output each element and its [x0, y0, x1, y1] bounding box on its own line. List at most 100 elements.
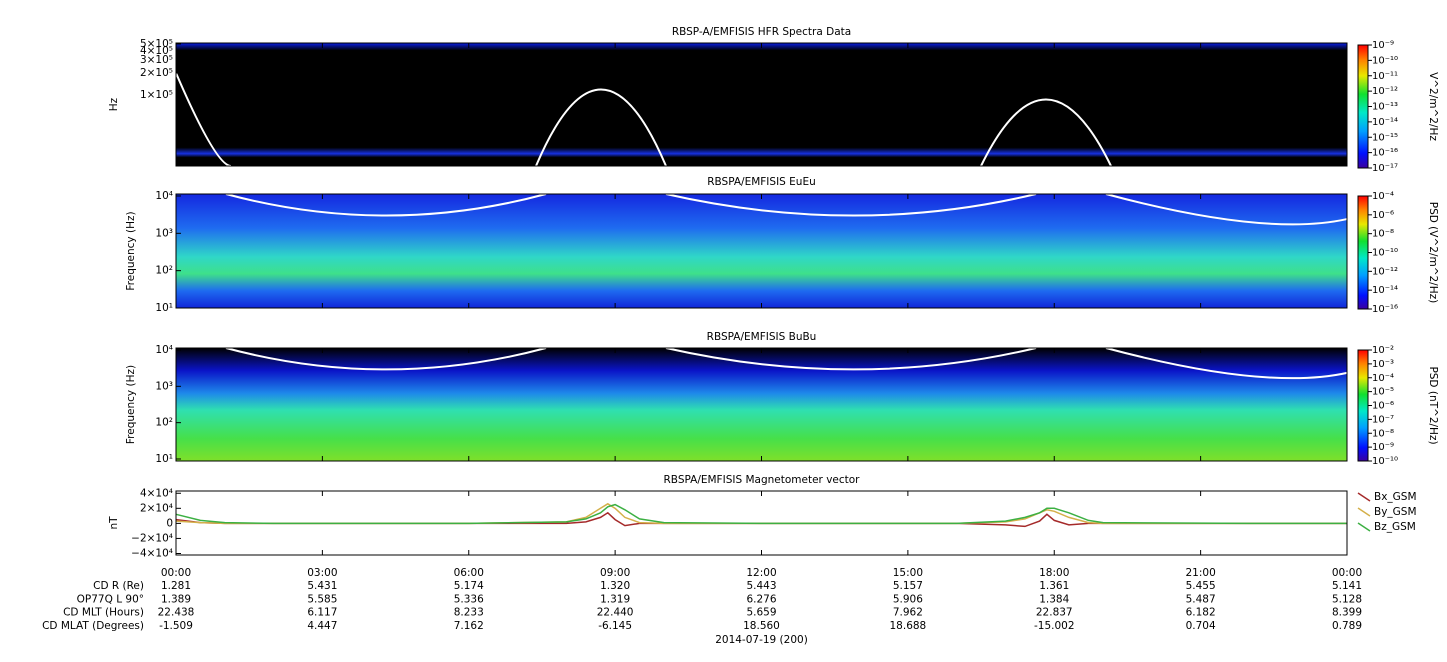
- x-tick-label: 12:00: [746, 567, 776, 579]
- colorbar-tick-label: 10⁻⁹: [1372, 40, 1394, 51]
- colorbar-tick-label: 10⁻⁷: [1372, 414, 1394, 425]
- ephemeris-value: 0.789: [1332, 620, 1362, 632]
- ephemeris-value: -6.145: [598, 620, 632, 632]
- colorbar-tick-label: 10⁻¹²: [1372, 266, 1398, 277]
- y-tick-label: 10⁴: [155, 344, 173, 356]
- ephemeris-label: CD R (Re): [93, 580, 144, 592]
- date-label: 2014-07-19 (200): [715, 634, 808, 646]
- colorbar: [1358, 350, 1368, 461]
- y-tick-label: 2×10⁴: [140, 502, 173, 514]
- ephemeris-value: 6.182: [1186, 607, 1216, 619]
- ephemeris-value: 5.141: [1332, 580, 1362, 592]
- colorbar-tick-label: 10⁻⁹: [1372, 442, 1394, 453]
- colorbar-tick-label: 10⁻¹⁶: [1372, 148, 1398, 159]
- ephemeris-label: OP77Q L 90°: [77, 593, 144, 605]
- ephemeris-value: 1.281: [161, 580, 191, 592]
- y-tick-label: −2×10⁴: [131, 532, 173, 544]
- colorbar-tick-label: 10⁻¹¹: [1372, 71, 1398, 82]
- y-tick-label: 2×10⁵: [140, 67, 173, 79]
- legend-label: Bz_GSM: [1374, 521, 1416, 533]
- ephemeris-value: 1.384: [1039, 593, 1069, 605]
- data-line: [175, 511, 1347, 528]
- panel-title: RBSPA/EMFISIS Magnetometer vector: [664, 474, 861, 486]
- colorbar-tick-label: 10⁻¹⁶: [1372, 304, 1398, 315]
- colorbar-tick-label: 10⁻⁶: [1372, 401, 1394, 412]
- colorbar-tick-label: 10⁻¹⁴: [1372, 117, 1398, 128]
- spectrogram-image: [176, 194, 1347, 308]
- legend-swatch: [1357, 522, 1371, 532]
- ephemeris-value: -1.509: [159, 620, 193, 632]
- overlay-curve: [225, 347, 1348, 380]
- x-tick-label: 15:00: [893, 567, 923, 579]
- ephemeris-value: 5.487: [1186, 593, 1216, 605]
- colorbar-tick-label: 10⁻⁶: [1372, 210, 1394, 221]
- x-tick-label: 06:00: [454, 567, 484, 579]
- x-tick-label: 00:00: [161, 567, 191, 579]
- ephemeris-value: 18.560: [743, 620, 780, 632]
- colorbar: [1358, 196, 1368, 309]
- y-tick-label: 10³: [155, 227, 173, 239]
- y-tick-label: 10²: [155, 417, 173, 429]
- ephemeris-value: 0.704: [1186, 620, 1216, 632]
- ephemeris-value: 5.659: [746, 607, 776, 619]
- colorbar-tick-label: 10⁻⁴: [1372, 191, 1394, 202]
- x-tick-label: 00:00: [1332, 567, 1362, 579]
- colorbar-tick-label: 10⁻¹⁴: [1372, 285, 1398, 296]
- ephemeris-value: 1.320: [600, 580, 630, 592]
- y-tick-label: 4×10⁴: [140, 487, 173, 499]
- legend-swatch: [1357, 492, 1371, 502]
- colorbar-tick-label: 10⁻¹⁰: [1372, 456, 1398, 467]
- legend-label: Bx_GSM: [1374, 491, 1417, 503]
- ephemeris-value: 4.447: [307, 620, 337, 632]
- colorbar-tick-label: 10⁻⁵: [1372, 387, 1394, 398]
- ephemeris-value: 1.361: [1039, 580, 1069, 592]
- ephemeris-value: 5.174: [454, 580, 484, 592]
- ephemeris-value: 22.438: [158, 607, 195, 619]
- ephemeris-value: 5.455: [1186, 580, 1216, 592]
- colorbar: [1358, 45, 1368, 168]
- colorbar-tick-label: 10⁻⁸: [1372, 428, 1394, 439]
- colorbar-label: PSD (V^2/m^2/Hz): [1427, 202, 1439, 303]
- data-line: [175, 502, 1347, 525]
- ephemeris-value: 22.837: [1036, 607, 1073, 619]
- x-tick-label: 18:00: [1039, 567, 1069, 579]
- y-tick-label: 3×10⁵: [140, 54, 173, 66]
- ephemeris-value: 1.389: [161, 593, 191, 605]
- y-tick-label: 10⁴: [155, 190, 173, 202]
- ephemeris-value: 8.399: [1332, 607, 1362, 619]
- y-axis-label: Hz: [108, 97, 120, 111]
- colorbar-tick-label: 10⁻¹⁵: [1372, 132, 1398, 143]
- y-tick-label: 0: [166, 517, 173, 529]
- ephemeris-value: 5.443: [746, 580, 776, 592]
- ephemeris-value: 5.906: [893, 593, 923, 605]
- y-tick-label: 10¹: [155, 453, 173, 465]
- y-tick-label: 4×10⁵: [140, 45, 173, 57]
- colorbar-tick-label: 10⁻¹⁷: [1372, 163, 1398, 174]
- colorbar-tick-label: 10⁻⁸: [1372, 229, 1394, 240]
- y-tick-label: 5×10⁵: [140, 38, 173, 50]
- y-axis-label: Frequency (Hz): [125, 211, 137, 290]
- panel-title: RBSPA/EMFISIS EuEu: [707, 176, 816, 188]
- ephemeris-value: 22.440: [597, 607, 634, 619]
- y-tick-label: 1×10⁵: [140, 89, 173, 101]
- y-tick-label: 10¹: [155, 302, 173, 314]
- colorbar-tick-label: 10⁻³: [1372, 359, 1394, 370]
- ephemeris-value: 5.157: [893, 580, 923, 592]
- spectrogram-image: [176, 348, 1347, 461]
- ephemeris-label: CD MLAT (Degrees): [42, 620, 144, 632]
- ephemeris-value: 5.585: [307, 593, 337, 605]
- ephemeris-label: CD MLT (Hours): [63, 607, 144, 619]
- ephemeris-value: 5.128: [1332, 593, 1362, 605]
- ephemeris-value: 7.162: [454, 620, 484, 632]
- colorbar-tick-label: 10⁻¹⁰: [1372, 55, 1398, 66]
- colorbar-tick-label: 10⁻⁴: [1372, 373, 1394, 384]
- colorbar-tick-label: 10⁻²: [1372, 345, 1394, 356]
- ephemeris-value: 6.276: [746, 593, 776, 605]
- overlay-curve: [225, 193, 1348, 226]
- colorbar-tick-label: 10⁻¹³: [1372, 102, 1398, 113]
- ephemeris-value: 1.319: [600, 593, 630, 605]
- overlay-curve: [175, 72, 1112, 167]
- colorbar-label: V^2/m^2/Hz: [1427, 72, 1439, 141]
- y-axis-label: Frequency (Hz): [125, 365, 137, 444]
